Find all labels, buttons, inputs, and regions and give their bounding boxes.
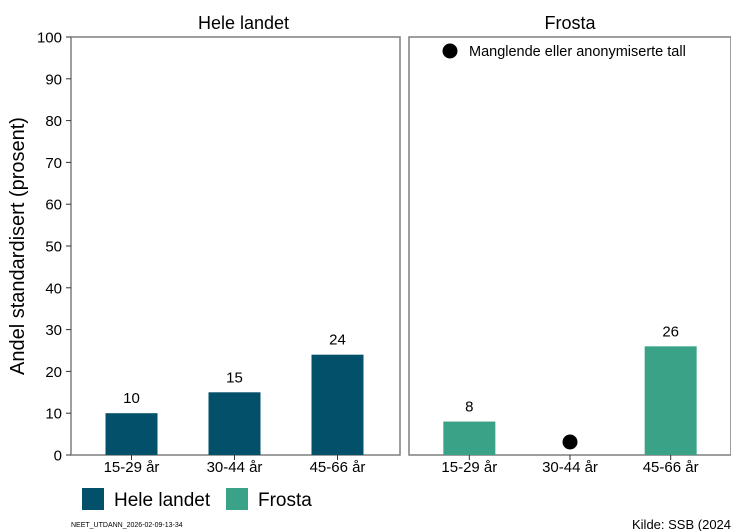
missing-note-label: Manglende eller anonymiserte tall	[469, 44, 686, 60]
panel-title: Hele landet	[198, 13, 289, 33]
legend-swatch	[82, 488, 104, 510]
data-label: 10	[123, 390, 140, 407]
legend-label: Frosta	[258, 490, 312, 511]
legend-swatch	[226, 488, 248, 510]
missing-marker	[562, 434, 578, 450]
bar	[644, 346, 697, 455]
data-label: 8	[465, 399, 473, 416]
y-tick-label: 90	[45, 71, 62, 88]
legend-label: Hele landet	[114, 490, 211, 511]
x-tick-label: 15-29 år	[104, 459, 160, 476]
y-tick-label: 60	[45, 197, 62, 214]
bar	[311, 354, 364, 455]
data-label: 26	[662, 323, 679, 340]
y-tick-label: 80	[45, 113, 62, 130]
y-axis-title: Andel standardisert (prosent)	[7, 117, 29, 375]
missing-note-marker	[442, 43, 458, 59]
x-tick-label: 15-29 år	[441, 459, 497, 476]
data-label: 15	[226, 369, 243, 386]
x-tick-label: 45-66 år	[643, 459, 699, 476]
bar	[105, 413, 158, 455]
y-tick-label: 30	[45, 322, 62, 339]
y-tick-label: 70	[45, 155, 62, 172]
y-tick-label: 100	[37, 30, 62, 47]
y-tick-label: 40	[45, 280, 62, 297]
x-tick-label: 30-44 år	[542, 459, 598, 476]
y-tick-label: 50	[45, 239, 62, 256]
y-tick-label: 10	[45, 406, 62, 423]
panel-title: Frosta	[544, 13, 596, 33]
y-axis: 0 10 20 30 40 50 60 70 80 90 100	[37, 30, 71, 465]
footer-code: NEET_UTDANN_2026-02-09-13-34	[71, 522, 183, 529]
missing-note: Manglende eller anonymiserte tall	[442, 43, 686, 60]
panels-layer: Hele landet 15-29 år 10 30-44 år 15 45-66 år 2…	[70, 13, 731, 476]
panel-1: Frosta 15-29 år 8 30-44 år 45-66 år 26	[408, 13, 731, 476]
bar	[443, 421, 496, 455]
x-tick-label: 45-66 år	[310, 459, 366, 476]
panel-0: Hele landet 15-29 år 10 30-44 år 15 45-66 år 2…	[70, 13, 401, 476]
bar	[208, 392, 261, 455]
data-label: 24	[329, 332, 346, 349]
legend: Hele landet Frosta	[82, 488, 312, 511]
footer-source: Kilde: SSB (2024	[632, 517, 731, 531]
y-tick-label: 20	[45, 364, 62, 381]
x-tick-label: 30-44 år	[207, 459, 263, 476]
y-tick-label: 0	[54, 448, 62, 465]
